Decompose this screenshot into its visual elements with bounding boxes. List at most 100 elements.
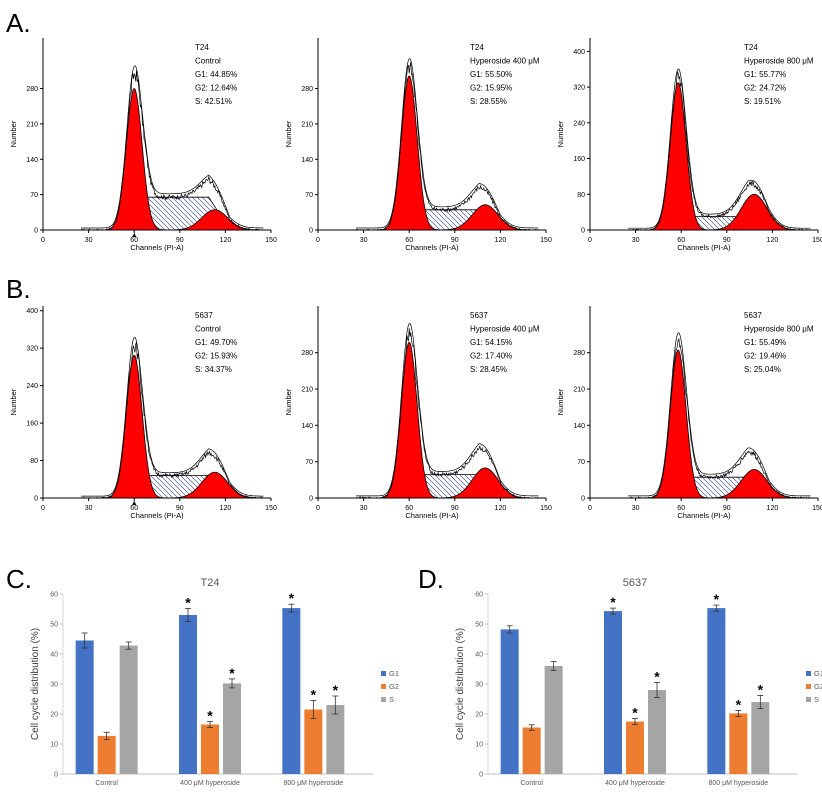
chart-title: T24 (201, 577, 220, 589)
bar-chart-d: 5637 0 10 20 30 40 50 60 Cell cycle distribution… (455, 577, 822, 787)
info-cell-line: 5637 (195, 311, 213, 320)
x-tick-label: 0 (588, 237, 592, 244)
y-tick-label: 280 (301, 350, 313, 357)
x-tick-label: 60 (677, 237, 685, 244)
x-tick-label: 150 (265, 505, 277, 512)
y-tick-label: 80 (30, 458, 38, 465)
x-tick-label: 90 (451, 505, 459, 512)
histogram-a-3: 0 80 160 240 320 400 0 30 60 90 120 150 Channels (PI… (556, 38, 822, 252)
significance-star: * (610, 594, 616, 610)
y-axis-label: Number (284, 388, 293, 415)
info-g2: G2: 24.72% (744, 84, 786, 93)
y-tick-label: 50 (475, 622, 483, 629)
x-tick-label: 0 (41, 237, 45, 244)
fit-envelope-line (356, 58, 539, 229)
significance-star: * (311, 687, 317, 703)
y-tick-label: 70 (305, 192, 313, 199)
info-cell-line: T24 (470, 43, 484, 52)
info-s: S: 34.37% (195, 365, 232, 374)
legend-label-g2: G2 (814, 682, 822, 691)
info-s: S: 42.51% (195, 97, 232, 106)
info-g2: G2: 19.46% (744, 352, 786, 361)
significance-star: * (758, 681, 764, 697)
legend-label-s: S (389, 695, 394, 704)
y-tick-label: 240 (573, 120, 585, 127)
histogram-b-2: 0 70 140 210 280 0 30 60 90 120 150 Channels (PI-A)… (284, 306, 552, 520)
y-tick-label: 10 (50, 742, 58, 749)
x-tick-label: 90 (451, 237, 459, 244)
g1-peak-area (628, 349, 811, 499)
x-tick-label: 0 (41, 505, 45, 512)
info-cell-line: T24 (195, 43, 209, 52)
x-tick-label: 120 (495, 505, 507, 512)
x-tick-label: 30 (360, 237, 368, 244)
x-axis-label: Channels (PI-A) (405, 243, 459, 252)
legend-label-s: S (814, 695, 819, 704)
bar-g2 (522, 727, 541, 774)
y-tick-label: 320 (573, 85, 585, 92)
y-tick-label: 210 (301, 387, 313, 394)
info-cell-line: 5637 (470, 311, 488, 320)
y-tick-label: 40 (50, 652, 58, 659)
y-axis-label: Cell cycle distribution (%) (30, 628, 41, 740)
info-s: S: 25.04% (744, 365, 781, 374)
x-tick-label: 90 (723, 505, 731, 512)
x-tick-label: 30 (85, 237, 93, 244)
y-tick-label: 20 (475, 712, 483, 719)
significance-star: * (736, 696, 742, 712)
info-treatment: Control (195, 57, 221, 66)
x-tick-label: 120 (495, 237, 507, 244)
bar-g2 (304, 709, 323, 774)
info-g2: G2: 17.40% (470, 352, 512, 361)
bar-s (326, 705, 345, 774)
info-treatment: Hyperoside 800 μM (744, 57, 814, 66)
legend-swatch-s (381, 697, 386, 702)
x-tick-label: 150 (812, 505, 822, 512)
y-axis-label: Cell cycle distribution (%) (455, 628, 466, 740)
x-tick-label: 0 (588, 505, 592, 512)
x-tick-label: 30 (632, 237, 640, 244)
significance-star: * (333, 682, 339, 698)
histogram-b-1: 0 80 160 240 320 400 0 30 60 90 120 150 Channels (PI… (9, 306, 277, 520)
x-tick-label: 60 (677, 505, 685, 512)
y-tick-label: 60 (475, 592, 483, 599)
legend-label-g2: G2 (389, 682, 399, 691)
y-axis-label: Number (556, 120, 565, 147)
y-axis-label: Number (9, 388, 18, 415)
bar-g1 (179, 615, 197, 774)
y-axis-label: Number (9, 120, 18, 147)
bar-s (648, 690, 666, 774)
raw-data-line (628, 338, 811, 499)
y-tick-label: 320 (26, 346, 38, 353)
info-g1: G1: 55.77% (744, 70, 786, 79)
bar-g1 (604, 611, 622, 774)
y-tick-label: 0 (54, 772, 58, 779)
info-treatment: Hyperoside 400 μM (470, 57, 540, 66)
y-axis-label: Number (556, 388, 565, 415)
raw-data-line (80, 341, 264, 499)
info-g2: G2: 12.64% (195, 84, 237, 93)
legend-swatch-s (806, 697, 811, 702)
y-tick-label: 30 (50, 682, 58, 689)
y-tick-label: 80 (577, 192, 585, 199)
y-tick-label: 280 (301, 86, 313, 93)
x-tick-label: 0 (316, 237, 320, 244)
x-tick-label: 150 (265, 237, 277, 244)
x-axis-label: Channels (PI-A) (405, 511, 459, 520)
y-tick-label: 10 (475, 742, 483, 749)
y-tick-label: 50 (50, 622, 58, 629)
fit-envelope-line (81, 336, 264, 497)
fit-envelope-line (628, 332, 811, 497)
y-tick-label: 160 (573, 156, 585, 163)
y-tick-label: 20 (50, 712, 58, 719)
legend-swatch-g1 (806, 671, 811, 676)
y-tick-label: 0 (581, 228, 585, 235)
x-tick-label: 150 (540, 237, 552, 244)
x-tick-label: 30 (632, 505, 640, 512)
bar-g1 (707, 608, 726, 774)
significance-star: * (714, 591, 720, 607)
x-axis-label: Channels (PI-A) (130, 243, 184, 252)
category-label: 800 μM hyperoside (708, 780, 768, 787)
legend-swatch-g1 (381, 671, 386, 676)
